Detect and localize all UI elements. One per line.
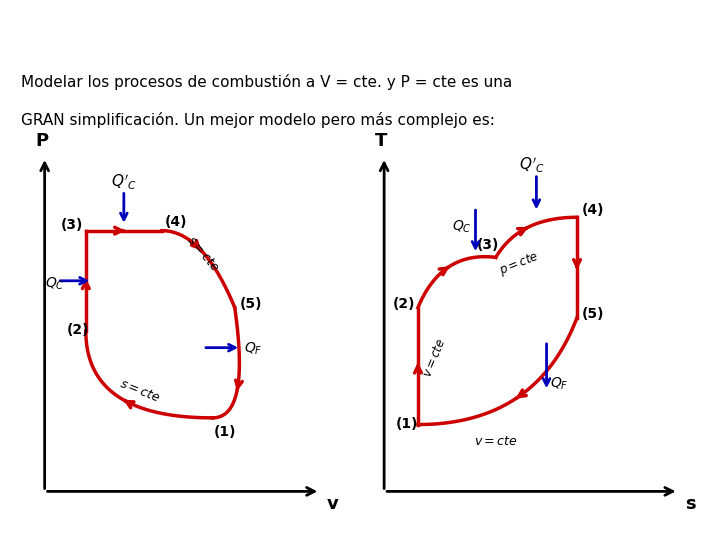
Text: $s = cte$: $s = cte$ [184, 233, 222, 275]
Text: $Q'_C$: $Q'_C$ [111, 173, 138, 192]
Text: v: v [327, 495, 338, 513]
Text: $Q_F$: $Q_F$ [244, 341, 263, 357]
Text: (3): (3) [477, 238, 500, 252]
Text: (2): (2) [67, 323, 89, 338]
Text: Modelar los procesos de combustión a V = cte. y P = cte es una: Modelar los procesos de combustión a V =… [22, 74, 513, 90]
Text: $Q_C$: $Q_C$ [452, 219, 472, 235]
Text: (5): (5) [240, 296, 262, 310]
Text: (1): (1) [214, 425, 237, 439]
Text: (4): (4) [165, 214, 187, 228]
Text: s: s [685, 495, 696, 513]
Text: $p = cte$: $p = cte$ [497, 249, 542, 279]
Text: $v = cte$: $v = cte$ [474, 435, 518, 448]
Text: $Q_C$: $Q_C$ [45, 275, 64, 292]
Text: (3): (3) [60, 218, 83, 232]
Text: P: P [35, 132, 48, 151]
Text: (5): (5) [582, 307, 605, 321]
Text: $v = cte$: $v = cte$ [421, 336, 449, 379]
Text: (1): (1) [396, 417, 418, 431]
Text: (4): (4) [582, 203, 605, 217]
Text: T: T [374, 132, 387, 151]
Text: GRAN simplificación. Un mejor modelo pero más complejo es:: GRAN simplificación. Un mejor modelo per… [22, 112, 495, 128]
Text: $s = cte$: $s = cte$ [117, 377, 162, 405]
Text: $Q_F$: $Q_F$ [550, 376, 569, 392]
Text: Ciclo Dual: Ciclo Dual [297, 24, 423, 45]
Text: (2): (2) [392, 296, 415, 310]
Text: $Q'_C$: $Q'_C$ [520, 156, 546, 175]
